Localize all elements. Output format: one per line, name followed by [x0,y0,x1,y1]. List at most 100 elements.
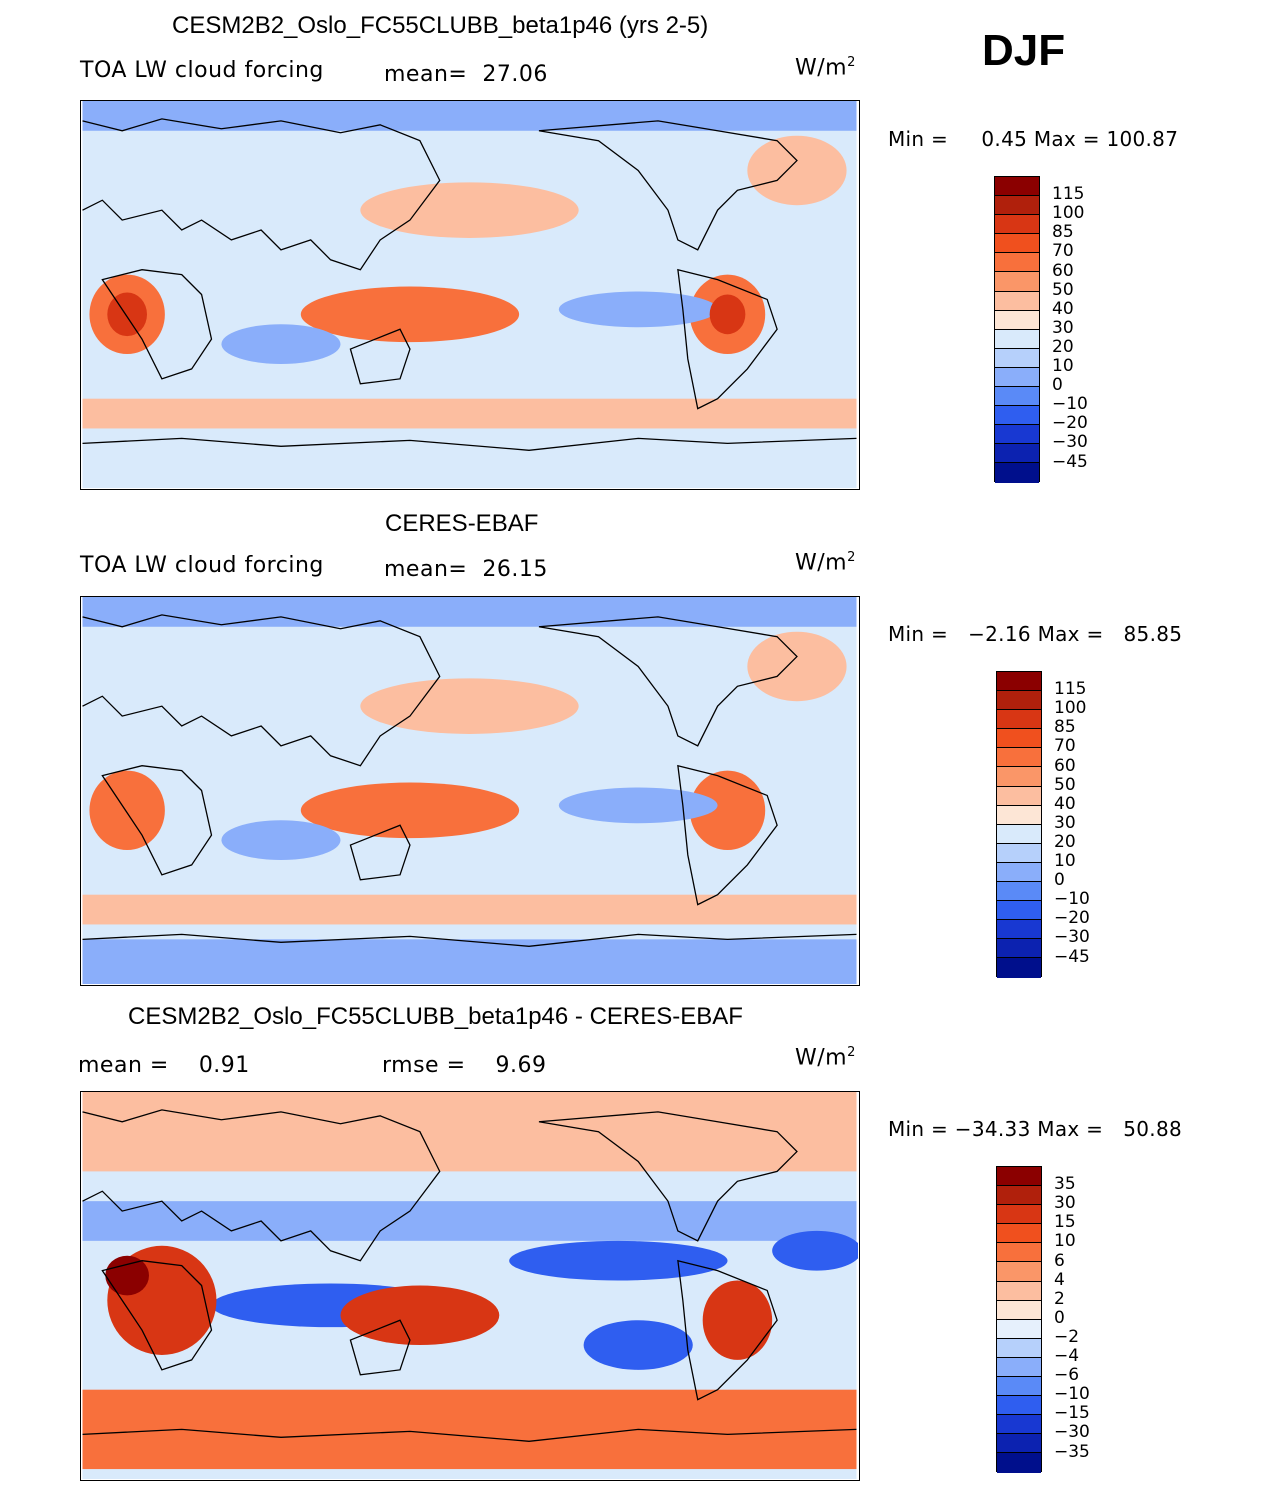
colorbar-swatch [995,196,1039,216]
coastline [101,1260,213,1371]
colorbar-swatch [995,444,1039,464]
season-label: DJF [982,26,1066,75]
colorbar-swatch [997,1377,1041,1397]
coastline [538,120,798,251]
colorbar-level-label: −6 [1054,1365,1080,1386]
panel1-max-value: 100.87 [1106,127,1179,151]
colorbar-swatch [997,862,1041,883]
colorbar-level-label: −45 [1054,946,1090,967]
panel3-rmse-value: 9.69 [495,1053,547,1078]
colorbar-swatch [997,1243,1041,1263]
panel1-mean-value: 27.06 [482,62,548,87]
colorbar-level-label: 2 [1054,1288,1065,1309]
field-blob [107,292,147,337]
colorbar-level-label: −30 [1052,432,1088,453]
panel1-minmax: Min = 0.45 Max = 100.87 [888,127,1179,151]
panel2-min-value: −2.16 [968,622,1031,646]
colorbar-level-label: −4 [1054,1346,1080,1366]
field-blob [772,1230,858,1271]
colorbar-swatch [995,234,1039,254]
colorbar-level-label: 60 [1054,755,1076,776]
panel3-rmse-label: rmse = [382,1053,466,1078]
colorbar-level-label: 60 [1052,260,1074,281]
colorbar-level-label: 85 [1052,222,1074,243]
colorbar-swatch [995,387,1039,407]
colorbar-swatch [995,215,1039,235]
colorbar-level-label: −15 [1054,1403,1090,1424]
field-band [82,1201,857,1241]
colorbar-swatch [997,1224,1041,1244]
coastline [82,1109,441,1262]
colorbar-level-label: 0 [1052,375,1063,396]
colorbar-level-label: 0 [1054,1307,1065,1328]
colorbar-level-label: 20 [1052,336,1074,357]
field-blob [300,782,520,839]
colorbar-level-label: −45 [1052,451,1088,472]
panel1-variable-label: TOA LW cloud forcing [80,58,324,83]
field-blob [583,1320,693,1370]
coastline [82,614,441,767]
colorbar-level-label: 70 [1052,241,1074,262]
panel3-min-value: −34.33 [954,1117,1031,1141]
colorbar-level-label: 115 [1052,184,1085,205]
colorbar-swatch [997,1415,1041,1435]
colorbar-swatch [997,843,1041,863]
coastline [101,765,213,876]
colorbar-level-label: 115 [1054,679,1087,700]
colorbar-swatch [997,1434,1041,1454]
field-blob [221,324,341,364]
panel2-mean-value: 26.15 [482,557,548,582]
panel1-mean-label: mean= [384,62,468,87]
colorbar-level-label: −20 [1052,413,1088,434]
colorbar-level-label: 10 [1052,356,1074,376]
field-band [82,1092,857,1172]
coastline [349,328,411,385]
panel2-colorbar [996,671,1042,978]
field-band [82,597,857,627]
colorbar-level-label: 15 [1054,1212,1076,1233]
coastline [349,824,411,881]
colorbar-level-label: 40 [1052,298,1074,319]
panel3-units: W/m2 [795,1045,856,1071]
field-band [82,939,857,984]
field-blob [558,291,718,328]
panel3-rmse: rmse = 9.69 [382,1053,546,1078]
colorbar-level-label: 85 [1054,717,1076,738]
colorbar-swatch [997,1262,1041,1282]
colorbar-level-label: 20 [1054,831,1076,852]
colorbar-level-label: −30 [1054,1422,1090,1443]
colorbar-swatch [997,1300,1041,1320]
colorbar-swatch [997,1453,1041,1473]
field-blob [747,135,847,206]
coastline [82,118,441,271]
colorbar-swatch [995,367,1039,388]
colorbar-swatch [997,1319,1041,1339]
field-blob [689,770,766,851]
colorbar-level-label: −30 [1054,927,1090,948]
field-blob [702,1280,773,1360]
colorbar-swatch [997,901,1041,921]
panel2-minmax: Min = −2.16 Max = 85.85 [888,622,1183,646]
field-band [82,398,857,429]
colorbar-level-label: 50 [1054,774,1076,795]
field-blob [509,1240,728,1281]
colorbar-swatch [997,748,1041,768]
colorbar-swatch [997,1338,1041,1358]
panel2-variable-label: TOA LW cloud forcing [80,553,324,578]
colorbar-swatch [997,1281,1041,1301]
colorbar-level-label: 30 [1054,812,1076,833]
colorbar-level-label: 10 [1054,851,1076,871]
colorbar-level-label: 70 [1054,736,1076,757]
field-blob [105,1255,149,1296]
panel2-title: CERES-EBAF [385,510,539,537]
colorbar-swatch [997,786,1041,806]
field-band [82,1389,857,1470]
colorbar-level-label: −10 [1054,889,1090,910]
colorbar-swatch [997,920,1041,940]
coastline [82,933,857,947]
colorbar-level-label: 40 [1054,793,1076,814]
field-blob [340,1285,500,1346]
panel3-max-value: 50.88 [1123,1117,1182,1141]
colorbar-swatch [997,805,1041,825]
colorbar-level-label: 0 [1054,870,1065,891]
